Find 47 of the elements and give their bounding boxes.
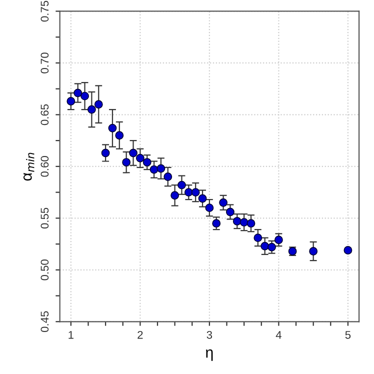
y-tick-label: 0.60: [40, 156, 49, 177]
y-tick-label: 0.75: [40, 0, 49, 22]
point: [260, 242, 270, 250]
y-axis-title: α$_{min}$: [23, 152, 34, 181]
point: [164, 172, 172, 181]
point: [122, 158, 131, 167]
x-tick-label: 4: [276, 331, 282, 339]
y-tick-label: 0.70: [40, 52, 49, 74]
point: [178, 180, 186, 190]
point: [212, 219, 221, 228]
y-tick-label: 0.45: [40, 311, 49, 332]
point: [198, 194, 207, 203]
point: [74, 88, 82, 98]
point: [254, 234, 262, 242]
point: [191, 188, 200, 197]
point: [94, 100, 103, 109]
x-tick-label: 1: [68, 331, 74, 339]
point: [309, 247, 318, 256]
point: [246, 219, 256, 228]
point: [184, 188, 193, 197]
x-tick-label: 5: [345, 331, 351, 339]
point: [150, 165, 158, 174]
point: [136, 154, 144, 162]
point: [129, 148, 138, 158]
point: [80, 92, 89, 100]
point: [170, 191, 180, 200]
y-tick-label: 0.55: [40, 208, 49, 229]
point: [108, 124, 117, 132]
x-tick-label: 3: [206, 330, 212, 339]
x-axis-title: η: [206, 349, 213, 361]
point: [156, 164, 166, 173]
y-tick-label: 0.50: [40, 260, 49, 280]
point: [268, 242, 276, 252]
point: [142, 158, 152, 167]
point: [66, 97, 76, 106]
point: [219, 198, 228, 207]
x-tick-label: 2: [138, 330, 143, 339]
point: [226, 208, 234, 216]
point: [205, 204, 214, 212]
point: [274, 236, 283, 244]
point: [87, 105, 96, 114]
point: [240, 218, 248, 227]
point: [344, 246, 352, 254]
y-tick-label: 0.65: [40, 104, 49, 126]
point: [232, 217, 242, 226]
point: [101, 148, 110, 158]
point: [115, 131, 124, 140]
